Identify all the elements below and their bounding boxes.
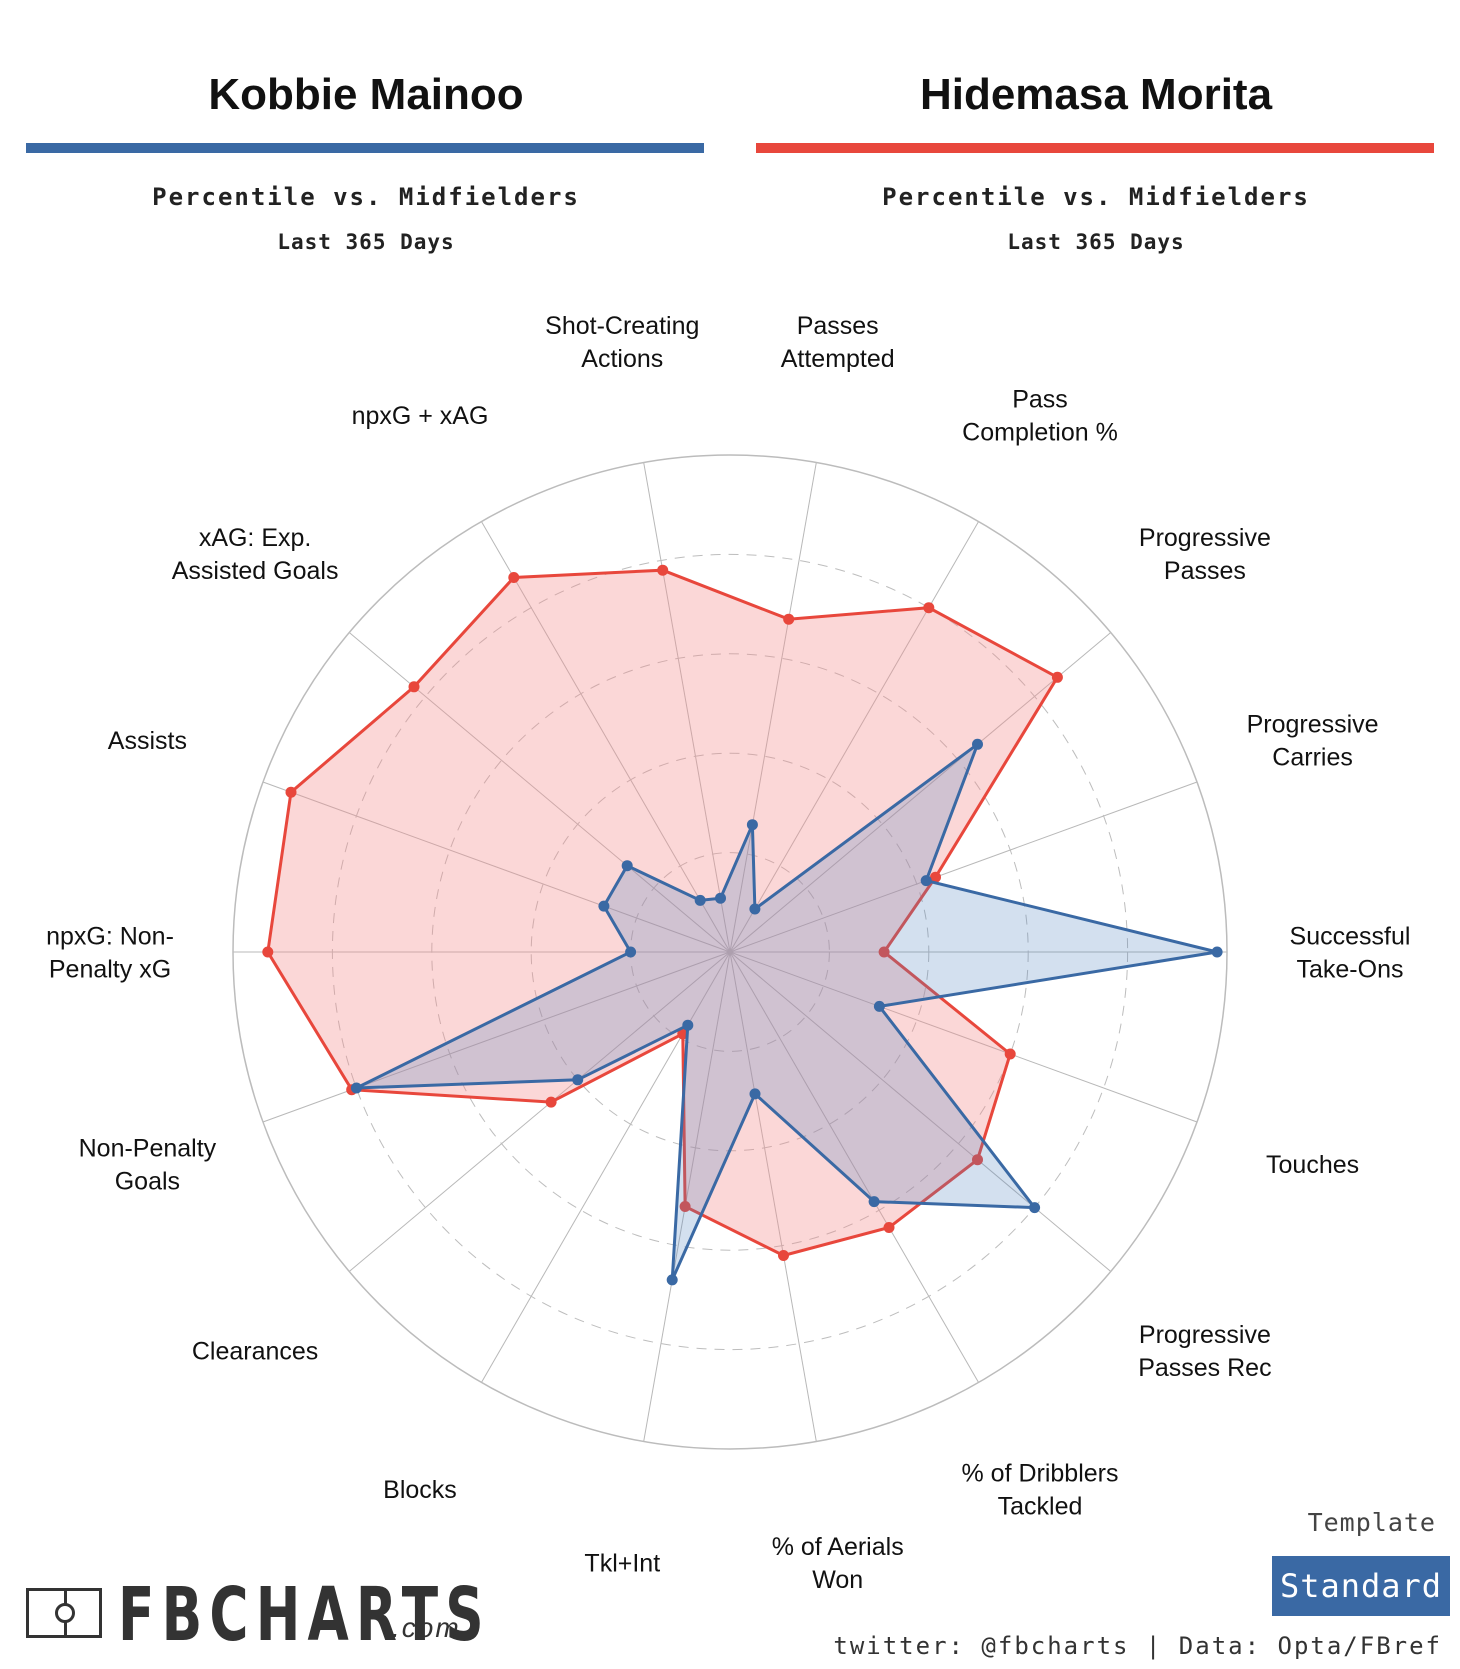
data-point <box>350 1082 362 1094</box>
axis-label: Touches <box>1266 1151 1359 1179</box>
player-2-subtitle: Percentile vs. Midfielders <box>882 183 1310 211</box>
data-point <box>262 946 274 958</box>
axis-label: Progressive Carries <box>1247 710 1379 771</box>
data-point <box>749 1088 761 1100</box>
data-point <box>508 572 520 583</box>
player-1-name: Kobbie Mainoo <box>208 70 524 119</box>
radar-spoke <box>729 462 817 953</box>
data-credit: twitter: @fbcharts | Data: Opta/FBref <box>833 1632 1442 1660</box>
data-point <box>1211 946 1223 958</box>
data-point <box>694 894 706 906</box>
data-point <box>878 946 890 958</box>
series-kobbie-mainoo <box>350 738 1223 1286</box>
radar-spoke <box>729 951 817 1442</box>
player-2-name: Hidemasa Morita <box>919 70 1273 119</box>
logo-suffix: .com <box>392 1612 461 1643</box>
data-point <box>621 860 633 872</box>
player-2-color-bar <box>756 143 1434 153</box>
radar-spoke <box>481 521 731 953</box>
logo-text: FBCHARTS <box>118 1572 491 1658</box>
axis-label: Progressive Passes <box>1139 524 1271 585</box>
data-point <box>682 1019 694 1031</box>
radar-outer-ring <box>232 454 1228 1450</box>
radar-spoke <box>643 951 731 1442</box>
data-point <box>920 875 932 887</box>
data-point <box>749 903 761 915</box>
axis-label: npxG: Non-Penalty xG <box>46 923 174 984</box>
axis-label: % of Dribblers Tackled <box>962 1459 1119 1520</box>
data-point <box>572 1074 584 1086</box>
radar-spoke <box>348 951 731 1272</box>
data-point <box>868 1196 880 1208</box>
player-2-period: Last 365 Days <box>1007 230 1185 254</box>
data-point <box>545 1096 557 1108</box>
player-1-color-bar <box>26 143 704 153</box>
axis-labels: Successful Take-Ons Progressive Carries Prog… <box>46 312 1410 1594</box>
radar-spoke <box>262 951 731 1123</box>
data-point <box>715 892 726 904</box>
axis-label: xAG: Exp. Assisted Goals <box>172 524 339 585</box>
radar-grid-ring <box>331 553 1129 1351</box>
data-point <box>625 946 637 958</box>
data-point <box>598 900 610 912</box>
player-1-subtitle: Percentile vs. Midfielders <box>152 183 580 211</box>
radar-spoke <box>729 951 1198 1123</box>
axis-label: Non-Penalty Goals <box>79 1135 217 1196</box>
data-point <box>930 871 941 883</box>
data-point <box>972 738 983 750</box>
axis-label: Clearances <box>192 1338 318 1366</box>
data-point <box>1051 671 1063 683</box>
axis-label: Progressive Passes Rec <box>1138 1321 1271 1382</box>
axis-label: Tkl+Int <box>584 1550 660 1578</box>
radar-spoke <box>643 462 731 953</box>
axis-label: Pass Completion % <box>962 386 1118 447</box>
radar-grid-ring <box>431 653 1029 1251</box>
data-point <box>679 1201 691 1212</box>
axis-label: Blocks <box>383 1476 457 1504</box>
data-point <box>657 564 669 576</box>
data-point <box>923 602 935 614</box>
data-point <box>408 681 420 693</box>
radar-spoke <box>262 781 731 953</box>
axis-label: Successful Take-Ons <box>1290 923 1411 984</box>
data-point <box>677 1028 689 1040</box>
radar-spoke <box>729 781 1198 953</box>
template-label: Template <box>1307 1508 1436 1537</box>
axis-label: % of Aerials Won <box>772 1533 904 1594</box>
player-1-period: Last 365 Days <box>277 230 455 254</box>
data-point <box>666 1274 678 1286</box>
data-point <box>746 819 758 831</box>
data-point <box>778 1250 789 1261</box>
radar-spoke <box>729 951 1112 1272</box>
axis-label: Assists <box>108 727 187 755</box>
radar-spoke <box>729 632 1112 953</box>
data-point <box>783 613 795 625</box>
data-point <box>972 1154 983 1166</box>
data-point <box>285 786 297 798</box>
axis-label: Shot-Creating Actions <box>545 312 699 373</box>
data-point <box>1004 1048 1016 1060</box>
axis-label: npxG + xAG <box>352 402 489 430</box>
data-point <box>873 1000 885 1012</box>
radar-spoke <box>729 521 979 953</box>
data-point <box>883 1222 895 1233</box>
axis-label: Passes Attempted <box>781 312 895 373</box>
radar-spoke <box>729 951 979 1383</box>
radar-grid <box>232 454 1228 1450</box>
template-badge: Standard <box>1272 1556 1450 1616</box>
pitch-icon <box>26 1588 102 1638</box>
data-point <box>1029 1202 1041 1214</box>
